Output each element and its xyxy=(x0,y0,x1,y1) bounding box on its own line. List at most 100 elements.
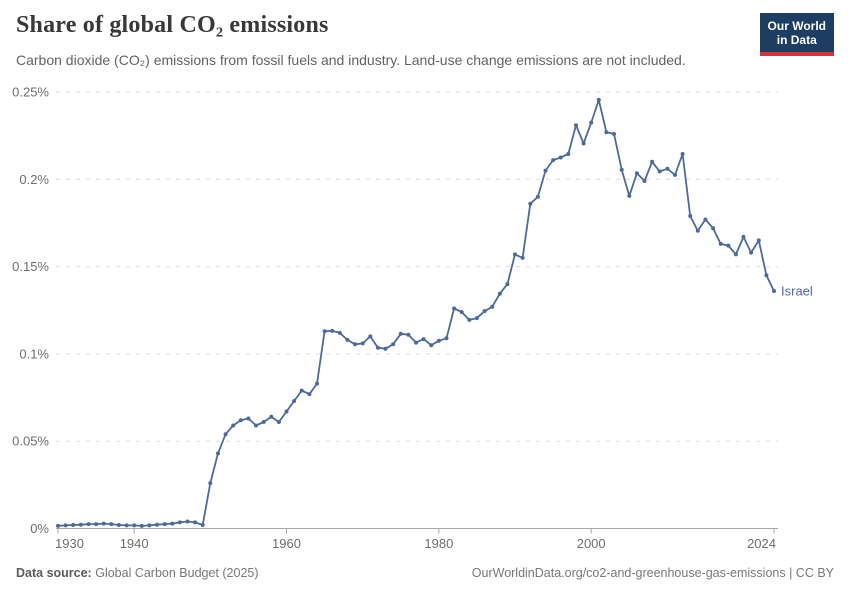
data-point xyxy=(421,337,426,342)
x-tick-label: 1930 xyxy=(55,536,84,551)
y-tick-label: 0.15% xyxy=(12,259,49,274)
data-point xyxy=(604,130,609,135)
data-point xyxy=(307,392,312,397)
data-point xyxy=(642,179,647,183)
data-point xyxy=(337,330,342,335)
data-point xyxy=(513,252,517,257)
data-point xyxy=(330,328,335,333)
data-point xyxy=(749,250,754,255)
data-point xyxy=(94,522,99,527)
line-chart[interactable]: 0% 0.05% 0.1% 0.15% 0.2% 0.25% 1930 1940 1960 198… xyxy=(0,80,850,562)
data-point xyxy=(650,159,655,164)
data-point xyxy=(132,523,137,528)
data-source-note: Data source: Global Carbon Budget (2025) xyxy=(16,566,259,580)
data-point xyxy=(193,520,198,525)
data-point xyxy=(360,341,365,346)
data-point xyxy=(254,423,258,428)
chart-footer: Data source: Global Carbon Budget (2025)… xyxy=(16,566,834,580)
owid-logo-line1: Our World xyxy=(767,19,826,33)
data-point xyxy=(505,282,510,287)
data-point xyxy=(238,418,243,423)
data-point xyxy=(101,521,106,526)
y-tick-label: 0.1% xyxy=(19,346,49,361)
data-point xyxy=(444,336,449,341)
data-point xyxy=(406,332,411,337)
data-point xyxy=(155,522,159,527)
data-point xyxy=(726,243,731,248)
data-point xyxy=(436,338,441,343)
data-point xyxy=(634,171,639,176)
data-point xyxy=(78,522,83,527)
data-point xyxy=(223,432,228,437)
data-point xyxy=(680,152,685,156)
data-point xyxy=(581,141,586,146)
data-point xyxy=(124,523,129,528)
data-point xyxy=(619,167,624,172)
data-point xyxy=(452,306,457,311)
y-tick-label: 0.05% xyxy=(12,434,49,449)
data-point xyxy=(703,217,708,222)
data-point xyxy=(139,523,144,528)
y-tick-label: 0.2% xyxy=(19,172,49,187)
data-point xyxy=(772,289,776,293)
data-point xyxy=(299,388,304,393)
data-point xyxy=(177,520,182,525)
data-point xyxy=(398,331,403,336)
chart-title: Share of global CO₂ emissions xyxy=(16,12,329,38)
data-point xyxy=(612,131,616,136)
data-point xyxy=(147,523,152,528)
data-point xyxy=(574,123,578,128)
x-tick-label: 1940 xyxy=(120,536,149,551)
data-point xyxy=(596,97,601,102)
data-point xyxy=(383,346,388,351)
data-point xyxy=(208,481,213,486)
data-point xyxy=(741,234,746,239)
series-line xyxy=(57,99,775,527)
data-source-label: Data source: xyxy=(16,566,92,580)
data-point xyxy=(86,522,91,527)
data-point xyxy=(566,152,571,156)
data-point xyxy=(246,416,251,421)
data-point xyxy=(482,309,487,314)
data-point xyxy=(231,423,236,428)
data-point xyxy=(558,155,563,160)
data-point xyxy=(414,340,418,345)
canonical-url-link[interactable]: OurWorldinData.org/co2-and-greenhouse-ga… xyxy=(471,566,834,580)
data-point xyxy=(756,238,761,243)
data-point xyxy=(543,168,548,173)
data-point xyxy=(733,252,738,257)
data-point xyxy=(474,316,479,321)
data-point xyxy=(673,172,677,177)
data-point xyxy=(711,226,716,231)
owid-logo[interactable]: Our World in Data xyxy=(759,13,834,56)
data-point xyxy=(665,166,670,171)
data-point xyxy=(627,193,632,198)
data-point xyxy=(345,337,350,342)
data-point xyxy=(375,345,380,350)
data-point xyxy=(459,310,464,314)
data-point xyxy=(109,522,114,527)
data-point xyxy=(695,228,700,233)
data-point xyxy=(216,451,220,456)
data-point xyxy=(185,519,190,524)
x-tick-label: 2024 xyxy=(747,536,776,551)
data-point xyxy=(688,214,693,218)
x-tick-label: 2000 xyxy=(577,536,606,551)
data-point xyxy=(63,523,68,528)
data-point xyxy=(71,523,76,527)
data-point xyxy=(368,334,373,339)
data-point xyxy=(520,255,525,260)
data-point xyxy=(284,409,289,414)
series-end-label[interactable]: Israel xyxy=(781,284,813,299)
data-point xyxy=(391,342,396,347)
data-point xyxy=(269,414,274,419)
data-point xyxy=(162,522,167,527)
series-israel[interactable]: Israel xyxy=(56,97,813,528)
data-point xyxy=(528,201,533,206)
data-point xyxy=(353,342,358,347)
x-tick-label: 1960 xyxy=(272,536,301,551)
data-point xyxy=(116,523,121,527)
data-point xyxy=(322,329,327,334)
owid-logo-line2: in Data xyxy=(776,33,817,47)
